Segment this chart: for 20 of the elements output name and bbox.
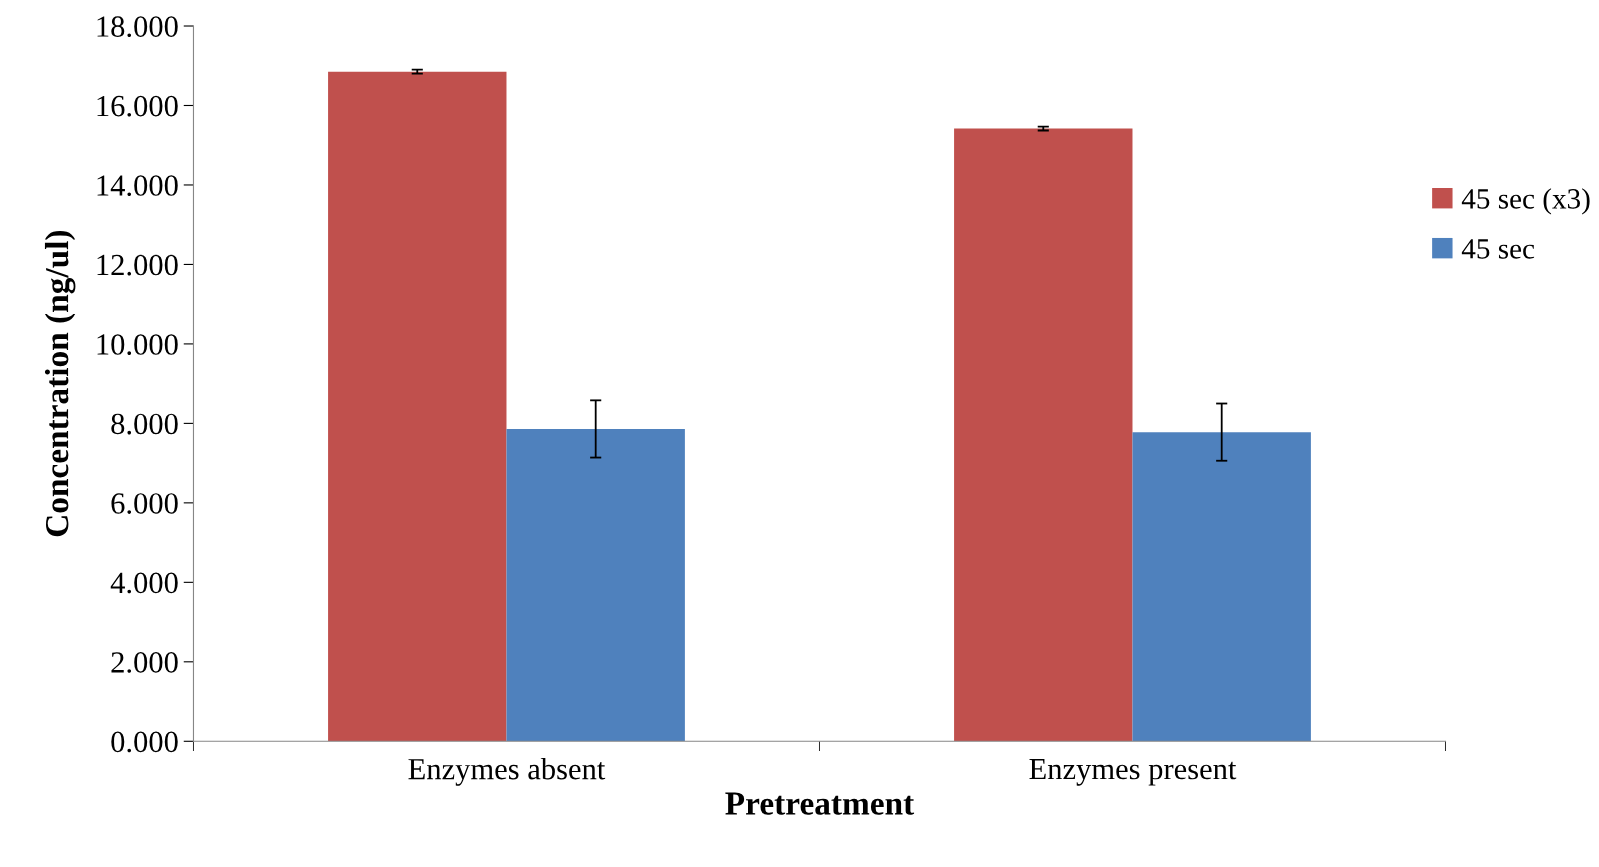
y-tick-label: 8.000 — [111, 413, 178, 435]
bar — [328, 71, 507, 742]
y-tick-label: 2.000 — [111, 652, 178, 673]
y-tick-label: 14.000 — [97, 175, 178, 196]
y-tick-label: 16.000 — [97, 95, 178, 117]
bar — [506, 428, 685, 742]
y-tick-label: 0.000 — [111, 731, 178, 753]
y-tick-label: 12.000 — [97, 254, 178, 276]
bar — [954, 128, 1133, 742]
legend-label: 45 sec (x3) — [1461, 188, 1590, 215]
legend-label: 45 sec — [1461, 239, 1535, 259]
y-tick-label: 6.000 — [111, 493, 178, 514]
bar — [1132, 432, 1311, 742]
y-tick-label: 10.000 — [97, 334, 178, 355]
x-axis-title: Pretreatment — [725, 792, 915, 815]
y-tick-label: 4.000 — [110, 572, 178, 594]
x-tick-label: Enzymes present — [1029, 759, 1237, 786]
y-axis-title: Concentration (ng/ul) — [44, 230, 76, 537]
x-tick-label: Enzymes absent — [408, 757, 606, 786]
y-tick-label: 18.000 — [97, 16, 178, 38]
